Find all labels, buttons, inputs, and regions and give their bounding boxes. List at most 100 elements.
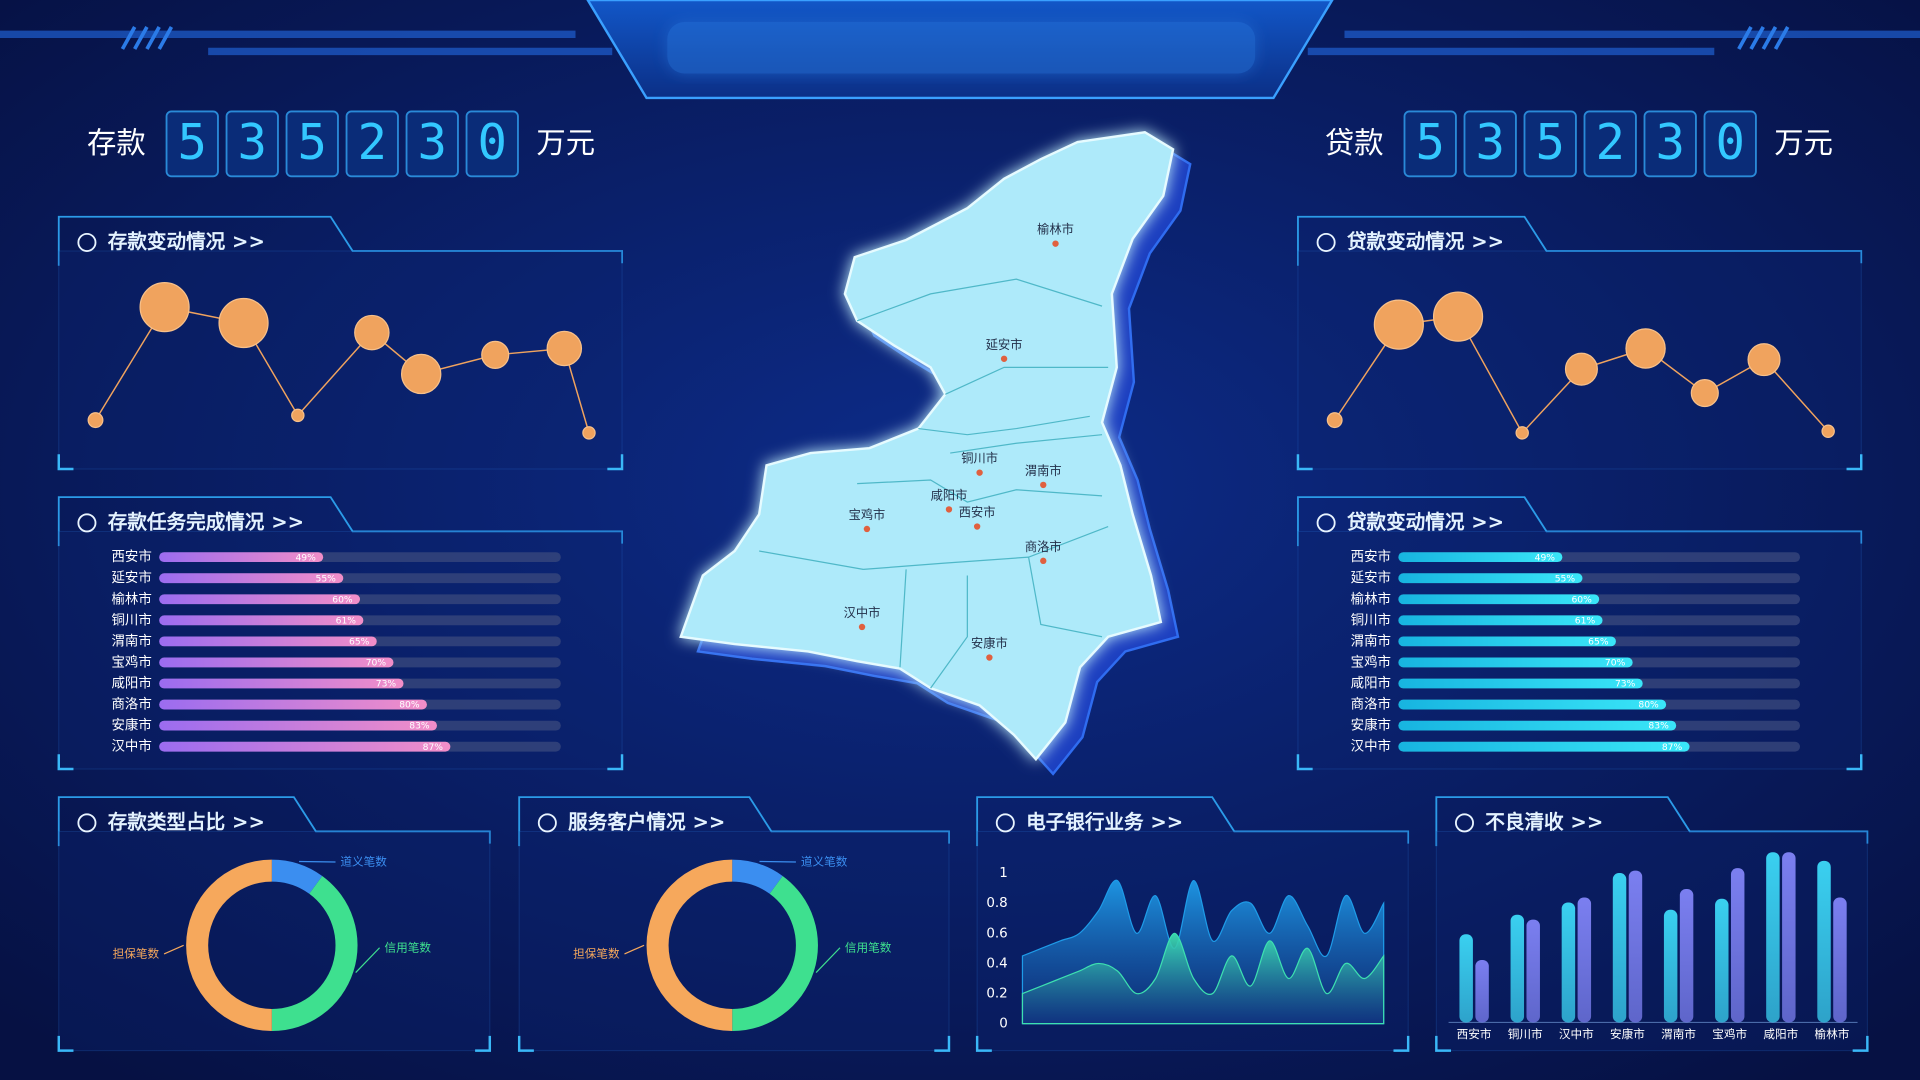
category-label: 榆林市: [111, 590, 151, 607]
city-dot: [976, 469, 983, 476]
value-label: 65%: [349, 637, 370, 648]
panel-body: [58, 250, 623, 470]
bar: [1398, 615, 1603, 626]
bar: [1833, 897, 1847, 1023]
city-dot: [945, 506, 953, 513]
digit: 3: [1655, 114, 1684, 171]
panel-icon: [1316, 232, 1336, 252]
donut-segment: [646, 859, 733, 1032]
category-label: 安康市: [1351, 717, 1391, 734]
bubble: [481, 340, 510, 369]
segment-label: 道义笔数: [340, 855, 387, 869]
panel-tab: [976, 796, 1410, 847]
x-tick-label: 榆林市: [1815, 1027, 1850, 1041]
city-dot: [858, 623, 866, 631]
panel-corners: [1296, 754, 1863, 771]
value-label: 55%: [316, 573, 337, 584]
header-ticks: [120, 26, 1790, 50]
donut-segment: [271, 859, 323, 894]
donut-segment: [186, 859, 272, 1032]
bar: [1398, 636, 1616, 647]
digit-box: [225, 110, 279, 178]
panel-corners: [57, 754, 624, 771]
bar: [1782, 852, 1796, 1023]
city-dot: [973, 523, 981, 530]
panel-title: 贷款变动情况 >>: [1347, 230, 1504, 253]
bubble: [582, 426, 596, 440]
bubble: [1564, 352, 1598, 386]
panel-icon: [77, 513, 97, 533]
value-label: 83%: [409, 721, 430, 732]
bubble: [1432, 291, 1484, 342]
digit: 3: [238, 114, 267, 171]
bar: [159, 636, 377, 647]
bar: [159, 573, 344, 584]
digit-box: [1523, 110, 1577, 178]
category-label: 铜川市: [1351, 611, 1391, 628]
segment-label: 信用笔数: [384, 940, 431, 954]
y-tick-label: 0.8: [986, 896, 1007, 911]
counter-label: 贷款: [1325, 126, 1384, 160]
header: [0, 0, 1920, 100]
header-blur: [667, 22, 1256, 74]
value-label: 87%: [423, 742, 444, 753]
bar: [159, 741, 451, 752]
bubble: [354, 314, 390, 351]
value-label: 60%: [332, 594, 353, 605]
category-label: 安康市: [111, 717, 151, 734]
panel-title: 贷款变动情况 >>: [1347, 510, 1504, 533]
bar: [159, 615, 364, 626]
bubble: [218, 297, 269, 349]
panel-icon: [1316, 513, 1336, 533]
digit: 3: [1475, 114, 1504, 171]
digit: 0: [478, 114, 507, 171]
city-dot: [1000, 355, 1008, 362]
value-label: 60%: [1571, 594, 1592, 605]
digit-box: [1463, 110, 1517, 178]
digit: 2: [1595, 114, 1624, 171]
city-dot: [1040, 557, 1047, 564]
panel-corners: [517, 1035, 951, 1052]
x-tick-label: 渭南市: [1661, 1027, 1696, 1041]
panel-icon: [77, 232, 97, 252]
bar: [1398, 741, 1690, 752]
value-label: 70%: [1605, 658, 1626, 669]
city-label: 延安市: [986, 337, 1023, 352]
map-land: [679, 130, 1175, 762]
digit-box: [1643, 110, 1697, 178]
panel-tab: [57, 215, 623, 266]
city-label: 西安市: [959, 505, 996, 520]
city-label: 铜川市: [961, 451, 998, 466]
value-label: 70%: [366, 658, 387, 669]
value-label: 73%: [376, 679, 397, 690]
value-label: 49%: [295, 552, 316, 563]
digit: 3: [418, 114, 447, 171]
bar: [1715, 898, 1729, 1023]
bubble: [1515, 426, 1529, 440]
segment-label: 信用笔数: [845, 940, 892, 954]
category-label: 榆林市: [1351, 590, 1391, 607]
panel-corners: [1435, 1035, 1869, 1052]
panel-corners: [975, 1035, 1410, 1052]
value-label: 61%: [1575, 615, 1596, 626]
digit: 5: [1535, 114, 1564, 171]
bubble: [1690, 378, 1719, 408]
area: [1021, 932, 1385, 1025]
segment-label: 担保笔数: [113, 946, 160, 960]
y-tick-label: 0.2: [986, 987, 1007, 1002]
panel-title: 电子银行业务 >>: [1026, 810, 1183, 833]
x-tick-label: 汉中市: [1559, 1027, 1594, 1041]
x-tick-label: 铜川市: [1508, 1027, 1543, 1041]
city-label: 咸阳市: [931, 487, 968, 502]
value-label: 80%: [399, 700, 420, 711]
digit-box: [465, 110, 519, 178]
value-label: 65%: [1588, 637, 1609, 648]
category-label: 商洛市: [111, 696, 151, 713]
bar: [1561, 902, 1576, 1023]
bar: [159, 657, 394, 668]
panel-title: 存款任务完成情况 >>: [108, 510, 304, 533]
digit: 0: [1715, 114, 1744, 171]
panel-tab: [518, 796, 950, 847]
panel-corners: [1296, 454, 1863, 471]
y-tick-label: 0: [999, 1017, 1008, 1032]
